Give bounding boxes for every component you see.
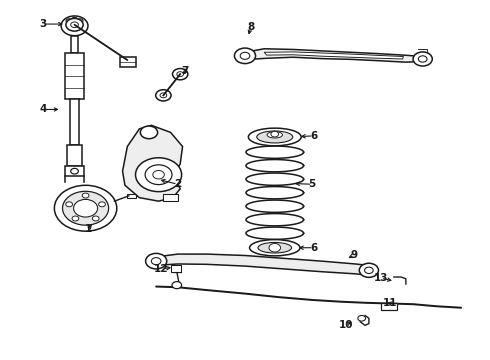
Bar <box>163 194 178 201</box>
Text: 8: 8 <box>247 22 254 32</box>
Bar <box>65 166 84 176</box>
Text: 4: 4 <box>40 104 47 114</box>
Text: 6: 6 <box>310 131 318 141</box>
Circle shape <box>66 18 83 31</box>
Polygon shape <box>122 125 183 201</box>
Circle shape <box>145 165 172 185</box>
Polygon shape <box>264 52 403 59</box>
Circle shape <box>72 216 79 221</box>
Bar <box>381 303 397 310</box>
Circle shape <box>418 56 427 62</box>
Circle shape <box>151 258 161 265</box>
Ellipse shape <box>267 132 282 138</box>
Ellipse shape <box>257 131 293 143</box>
Bar <box>171 265 181 272</box>
Bar <box>71 36 78 53</box>
Circle shape <box>77 19 83 23</box>
Text: 10: 10 <box>339 320 353 330</box>
Text: 6: 6 <box>310 243 318 253</box>
Circle shape <box>172 68 188 80</box>
Circle shape <box>156 90 171 101</box>
Text: 1: 1 <box>84 224 92 234</box>
Polygon shape <box>244 49 425 62</box>
Bar <box>120 57 136 67</box>
Circle shape <box>271 131 279 137</box>
Circle shape <box>153 171 164 179</box>
Text: 3: 3 <box>40 19 47 29</box>
Circle shape <box>359 263 378 277</box>
Circle shape <box>160 93 167 98</box>
Circle shape <box>71 22 78 28</box>
Circle shape <box>61 16 88 36</box>
Ellipse shape <box>249 240 300 256</box>
Circle shape <box>66 202 73 207</box>
Circle shape <box>82 193 89 198</box>
Text: 5: 5 <box>309 179 316 189</box>
Circle shape <box>140 126 158 139</box>
Ellipse shape <box>248 128 301 146</box>
Text: 13: 13 <box>374 273 388 283</box>
Text: 9: 9 <box>350 250 358 260</box>
Circle shape <box>365 267 373 274</box>
Circle shape <box>63 191 109 225</box>
Circle shape <box>358 315 366 321</box>
Bar <box>70 99 79 145</box>
Text: 12: 12 <box>154 264 169 274</box>
Text: 7: 7 <box>181 66 189 76</box>
Text: 11: 11 <box>383 298 398 309</box>
Bar <box>67 145 82 166</box>
Circle shape <box>172 282 182 289</box>
Polygon shape <box>156 254 369 275</box>
Circle shape <box>93 216 99 221</box>
Circle shape <box>71 168 78 174</box>
Circle shape <box>98 202 105 207</box>
Circle shape <box>54 185 117 231</box>
Ellipse shape <box>258 242 292 253</box>
Bar <box>127 194 136 198</box>
Circle shape <box>74 199 98 217</box>
Circle shape <box>269 243 281 252</box>
Circle shape <box>66 19 72 23</box>
Circle shape <box>234 48 256 64</box>
Circle shape <box>136 158 182 192</box>
Bar <box>65 53 84 99</box>
Circle shape <box>72 17 77 22</box>
Circle shape <box>240 52 250 59</box>
Circle shape <box>146 253 167 269</box>
Text: 2: 2 <box>174 179 181 189</box>
Circle shape <box>413 52 432 66</box>
Circle shape <box>177 72 184 77</box>
